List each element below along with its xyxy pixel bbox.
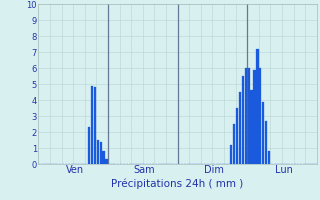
Bar: [259, 68, 261, 164]
Bar: [242, 76, 244, 164]
Bar: [230, 145, 233, 164]
Bar: [236, 108, 238, 164]
Bar: [239, 92, 241, 164]
Bar: [94, 87, 96, 164]
Bar: [262, 102, 264, 164]
Bar: [253, 70, 256, 164]
Bar: [91, 86, 93, 164]
Bar: [100, 142, 102, 164]
Bar: [250, 90, 253, 164]
Bar: [102, 151, 105, 164]
Bar: [244, 68, 247, 164]
Bar: [233, 124, 236, 164]
Bar: [97, 140, 99, 164]
X-axis label: Précipitations 24h ( mm ): Précipitations 24h ( mm ): [111, 178, 244, 189]
Bar: [247, 68, 250, 164]
Bar: [105, 159, 108, 164]
Bar: [268, 151, 270, 164]
Bar: [256, 49, 259, 164]
Bar: [265, 121, 267, 164]
Bar: [88, 127, 90, 164]
